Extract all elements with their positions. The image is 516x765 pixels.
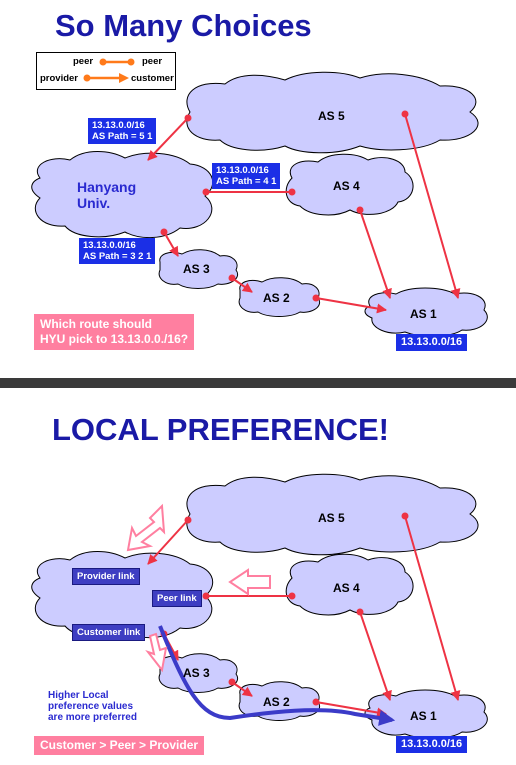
slide-so-many-choices: AS 5 AS 4 AS 3 AS 2 AS 1 Hanyang Univ. S… [0, 0, 516, 378]
route-label-as3: 13.13.0.0/16 AS Path = 3 2 1 [79, 238, 156, 264]
slide-title: So Many Choices [55, 8, 312, 43]
edge-as3-as2 [231, 277, 253, 293]
label-hyu-line1: Hanyang [77, 179, 136, 195]
cloud-as5 [186, 473, 479, 556]
edge-as2-as1 [315, 297, 387, 314]
preferred-route-curve [158, 625, 396, 726]
edge-hyu-as3 [163, 231, 179, 257]
label-as2: AS 2 [263, 695, 290, 709]
legend-peer-left: peer [73, 56, 94, 67]
route-as3-prefix: 13.13.0.0/16 [83, 240, 136, 251]
label-as4: AS 4 [333, 179, 360, 193]
label-as4: AS 4 [333, 581, 360, 595]
route-label-as4: 13.13.0.0/16 AS Path = 4 1 [212, 163, 281, 189]
edge-endpoints-slide1 [160, 110, 409, 302]
label-as2: AS 2 [263, 291, 290, 305]
label-hyu-line2: Univ. [77, 195, 110, 211]
label-as5: AS 5 [318, 511, 345, 525]
destination-prefix: 13.13.0.0/16 [396, 736, 468, 753]
legend-provider: provider [40, 73, 79, 84]
slide-divider [0, 378, 516, 388]
label-hyu: Hanyang Univ. [77, 179, 140, 211]
cloud-as1 [364, 689, 488, 739]
label-as1: AS 1 [410, 709, 437, 723]
legend-peer-right: peer [142, 56, 163, 67]
customer-link-label: Customer link [72, 624, 146, 641]
slide-title: LOCAL PREFERENCE! [52, 412, 390, 447]
edges-slide2 [147, 515, 461, 718]
edge-as2-as1 [315, 701, 387, 718]
cloud-as4 [285, 153, 414, 216]
legend: peer peer provider customer [36, 52, 176, 90]
cloud-as5 [186, 71, 479, 154]
preference-ordering: Customer > Peer > Provider [34, 736, 205, 755]
cloud-as3 [158, 653, 238, 693]
topology-diagram-1: AS 5 AS 4 AS 3 AS 2 AS 1 Hanyang Univ. [31, 71, 488, 337]
cloud-as4 [285, 553, 414, 616]
edge-as4-as1 [359, 611, 392, 701]
cloud-as3 [158, 249, 238, 289]
hollow-arrow-provider [126, 503, 166, 552]
label-as3: AS 3 [183, 666, 210, 680]
cloud-hyu [31, 151, 214, 238]
hollow-arrow-customer [145, 632, 168, 673]
hollow-arrows [126, 503, 271, 673]
route-as3-path: AS Path = 3 2 1 [83, 251, 152, 262]
label-as5: AS 5 [318, 109, 345, 123]
edge-as5-hyu [147, 519, 189, 565]
route-as5-path: AS Path = 5 1 [92, 131, 153, 142]
question-box: Which route should HYU pick to 13.13.0.0… [34, 314, 195, 350]
route-as5-prefix: 13.13.0.0/16 [92, 120, 145, 131]
label-as3: AS 3 [183, 262, 210, 276]
label-as1: AS 1 [410, 307, 437, 321]
slide-local-preference: AS 5 AS 4 AS 3 AS 2 AS 1 LOCAL PREFERENC… [0, 388, 516, 765]
legend-symbols [83, 58, 135, 83]
local-pref-note: Higher Local preference values are more … [48, 690, 137, 723]
peer-link-label: Peer link [152, 590, 202, 607]
edge-as5-as1 [404, 515, 461, 701]
cloud-as1 [364, 287, 488, 337]
route-as4-path: AS Path = 4 1 [216, 176, 277, 187]
edge-as4-as1 [359, 209, 392, 299]
provider-link-label: Provider link [72, 568, 140, 585]
destination-prefix: 13.13.0.0/16 [396, 334, 468, 351]
edge-as3-as2 [231, 681, 253, 697]
legend-customer: customer [131, 73, 174, 84]
route-as4-prefix: 13.13.0.0/16 [216, 165, 269, 176]
route-label-as5: 13.13.0.0/16 AS Path = 5 1 [88, 118, 157, 144]
edge-as5-hyu [147, 117, 189, 161]
edges-slide1 [147, 113, 461, 314]
hollow-arrow-peer [228, 568, 271, 596]
edge-as5-as1 [404, 113, 461, 299]
